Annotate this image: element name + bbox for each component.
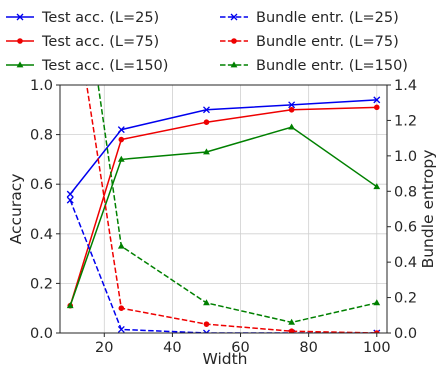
- data-point: [66, 190, 74, 198]
- y2-axis-label: Bundle entropy: [419, 150, 437, 269]
- y-tick-label: 1.0: [30, 78, 53, 94]
- legend-label: Test acc. (L=150): [41, 58, 168, 74]
- data-point: [373, 299, 381, 306]
- x-axis-label: Width: [202, 350, 247, 368]
- y2-tick-label: 1.2: [394, 113, 417, 129]
- series-4: [66, 196, 381, 333]
- y2-tick-label: 0.4: [394, 255, 417, 271]
- y2-tick-label: 0.2: [394, 291, 417, 307]
- x-tick-label: 80: [299, 340, 317, 356]
- y2-tick-label: 1.4: [394, 78, 417, 94]
- series-3: [66, 123, 381, 309]
- y-axis-label: Accuracy: [7, 174, 25, 245]
- legend-label: Bundle entr. (L=75): [256, 34, 399, 50]
- data-point: [118, 136, 125, 143]
- legend-entry-6: Bundle entr. (L=150): [220, 58, 408, 74]
- series-6: [97, 85, 381, 325]
- data-point: [288, 328, 295, 333]
- series-1: [66, 96, 381, 198]
- series-2: [67, 104, 380, 309]
- y2-tick-label: 0.6: [394, 220, 417, 236]
- legend-entry-2: Test acc. (L=75): [6, 34, 159, 50]
- x-tick-label: 20: [95, 340, 113, 356]
- legend-marker: [230, 61, 238, 68]
- series-5: [85, 85, 380, 333]
- data-point: [66, 196, 74, 204]
- series-layer: [66, 85, 381, 333]
- x-tick-label: 40: [163, 340, 181, 356]
- y-tick-label: 0.8: [30, 128, 53, 144]
- data-point: [203, 321, 210, 327]
- data-point: [117, 325, 125, 333]
- x-tick-label: 60: [231, 340, 249, 356]
- data-point: [203, 119, 210, 125]
- data-point: [373, 329, 381, 333]
- x-tick-label: 100: [363, 340, 391, 356]
- legend-marker: [16, 61, 24, 68]
- legend-label: Bundle entr. (L=150): [256, 58, 408, 74]
- legend: Test acc. (L=25) Test acc. (L=75) Test acc…: [6, 10, 408, 74]
- legend-entry-1: Test acc. (L=25): [6, 10, 159, 26]
- data-point: [203, 329, 210, 333]
- y2-tick-label: 1.0: [394, 149, 417, 165]
- legend-label: Test acc. (L=75): [41, 34, 159, 50]
- legend-entry-4: Bundle entr. (L=25): [220, 10, 399, 26]
- y2-tick-label: 0.8: [394, 184, 417, 200]
- legend-label: Test acc. (L=25): [41, 10, 159, 26]
- data-point: [203, 106, 210, 114]
- data-point: [373, 96, 381, 104]
- data-point: [203, 299, 210, 306]
- y-tick-label: 0.0: [30, 326, 53, 342]
- data-point: [373, 183, 381, 190]
- data-point: [288, 318, 296, 325]
- data-point: [118, 305, 125, 312]
- data-point: [373, 330, 380, 333]
- y-tick-label: 0.4: [30, 227, 53, 243]
- legend-marker: [230, 13, 238, 21]
- data-point: [203, 148, 210, 155]
- plot-area: 20 40 60 80 1000.00.20.40.60.81.00.00.20.40.…: [30, 78, 417, 356]
- y2-tick-label: 0.0: [394, 326, 417, 342]
- axes-frame: [59, 84, 388, 334]
- legend-label: Bundle entr. (L=25): [256, 10, 399, 26]
- legend-entry-5: Bundle entr. (L=75): [220, 34, 399, 50]
- data-point: [66, 302, 74, 309]
- legend-entry-3: Test acc. (L=150): [6, 58, 168, 74]
- y-tick-label: 0.6: [30, 177, 53, 193]
- data-point: [288, 107, 295, 113]
- legend-marker: [231, 38, 237, 44]
- data-point: [373, 104, 380, 111]
- y-tick-label: 0.2: [30, 276, 53, 292]
- data-point: [117, 155, 125, 162]
- legend-marker: [17, 38, 23, 44]
- legend-marker: [16, 13, 24, 21]
- data-point: [288, 101, 296, 109]
- data-point: [288, 123, 296, 130]
- data-point: [117, 242, 125, 249]
- data-point: [117, 126, 125, 134]
